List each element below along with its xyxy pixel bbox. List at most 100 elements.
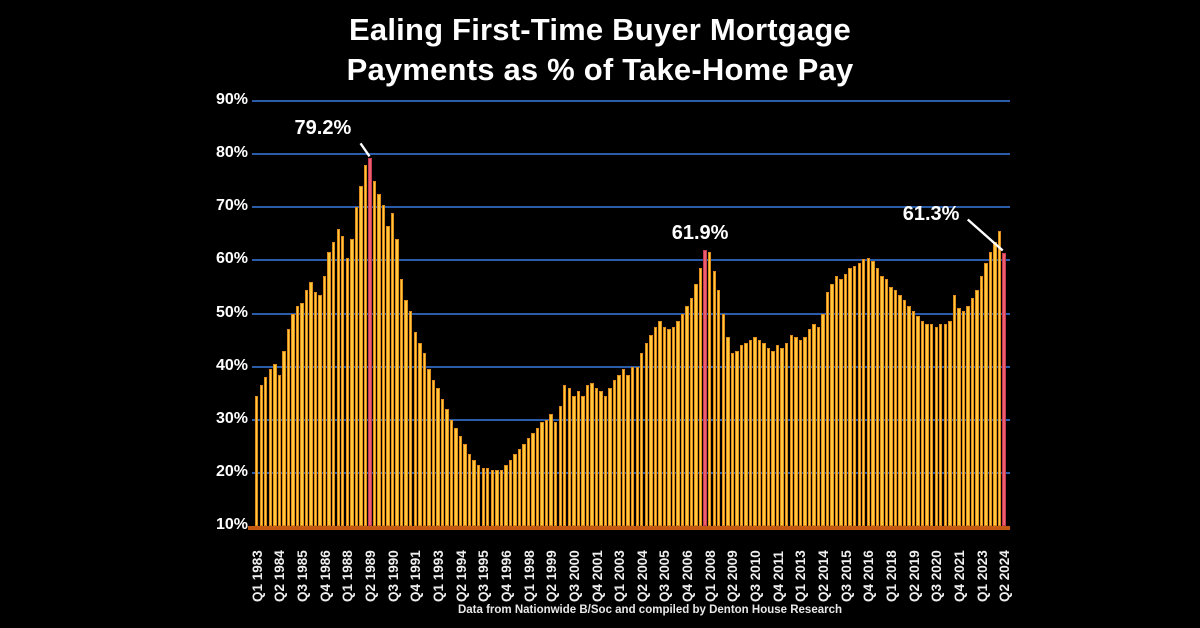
bar — [911, 310, 916, 526]
bar — [843, 273, 848, 526]
bar — [345, 257, 350, 526]
bar — [848, 268, 852, 526]
bar — [852, 265, 857, 526]
x-tick-label: Q2 2004 — [634, 550, 650, 602]
bar — [431, 379, 436, 526]
bar — [526, 438, 531, 526]
gridline-50 — [252, 312, 1010, 315]
x-tick-label: Q1 2003 — [612, 550, 628, 602]
bar — [798, 340, 803, 526]
bar — [717, 289, 721, 526]
bar — [676, 321, 680, 526]
bar — [993, 241, 997, 526]
x-tick-label: Q1 2018 — [883, 550, 899, 602]
bar — [273, 363, 277, 526]
bar — [766, 348, 771, 526]
bar — [626, 374, 630, 526]
x-tick-label: Q3 2005 — [657, 550, 673, 602]
bar — [934, 326, 938, 526]
bar — [988, 252, 993, 526]
bar — [644, 342, 648, 526]
bar — [572, 395, 576, 526]
x-tick-label: Q3 2020 — [929, 550, 945, 602]
bar — [929, 324, 934, 526]
bar — [590, 382, 594, 526]
bar — [839, 278, 843, 526]
bar — [866, 258, 870, 526]
bar — [884, 278, 889, 526]
bar — [449, 419, 454, 526]
bar — [318, 294, 322, 526]
bar — [621, 369, 626, 526]
bar — [970, 297, 975, 526]
x-tick-label: Q4 2001 — [589, 550, 605, 602]
bar — [880, 276, 884, 526]
bar — [350, 239, 354, 526]
y-tick-label-40: 40% — [215, 356, 248, 374]
bar — [282, 350, 286, 526]
bar — [359, 186, 363, 526]
bar — [753, 337, 757, 526]
bar — [295, 305, 300, 526]
chart-title-line1: Ealing First-Time Buyer Mortgage — [349, 12, 851, 47]
chart-footer: Data from Nationwide B/Soc and compiled … — [457, 604, 843, 616]
bar — [821, 313, 825, 526]
bar — [499, 470, 504, 526]
bar — [757, 340, 762, 526]
bar — [540, 422, 544, 526]
bar — [304, 289, 309, 526]
bar — [454, 427, 458, 526]
bar — [264, 377, 268, 526]
bar — [581, 395, 585, 526]
bar — [291, 313, 295, 526]
bar — [563, 385, 567, 526]
bar — [481, 467, 485, 526]
bar — [467, 454, 472, 526]
bar — [277, 374, 282, 526]
bar — [671, 326, 676, 526]
bar — [984, 263, 988, 526]
bar — [612, 379, 617, 526]
bar — [495, 470, 499, 526]
bar — [871, 261, 875, 526]
bar — [902, 300, 907, 526]
bar — [685, 305, 689, 526]
x-tick-label: Q1 2023 — [974, 550, 990, 602]
bar — [336, 228, 340, 526]
x-tick-label: Q2 1984 — [272, 550, 288, 602]
bar — [576, 390, 581, 526]
bar — [617, 374, 621, 526]
bar — [680, 313, 685, 526]
x-tick-label: Q1 2008 — [702, 550, 718, 602]
bar — [363, 164, 368, 526]
highlighted-bar — [703, 250, 707, 526]
y-tick-label-50: 50% — [215, 303, 248, 321]
bar — [585, 385, 590, 526]
x-tick-label: Q4 2021 — [951, 550, 967, 602]
gridline-60 — [252, 259, 1010, 262]
bar — [662, 326, 667, 526]
bar — [268, 369, 272, 526]
bar — [259, 385, 263, 526]
bar — [748, 340, 753, 526]
bar — [816, 326, 821, 526]
bar — [771, 350, 775, 526]
y-tick-label-30: 30% — [215, 409, 248, 427]
bar — [925, 324, 929, 526]
bar — [472, 459, 476, 526]
highlighted-bar — [1002, 253, 1006, 526]
bar — [445, 409, 449, 526]
bar — [549, 414, 553, 526]
bar — [553, 422, 558, 526]
bar — [667, 329, 671, 526]
bar — [916, 316, 920, 526]
x-tick-label: Q1 1998 — [521, 550, 537, 602]
bar — [413, 332, 417, 526]
x-tick-label: Q4 2006 — [680, 550, 696, 602]
bar — [875, 268, 880, 526]
bar — [544, 419, 549, 526]
bar — [775, 345, 780, 526]
x-tick-label: Q4 1996 — [498, 550, 514, 602]
x-tick-label: Q1 1988 — [340, 550, 356, 602]
chart-title: Ealing First-Time Buyer Mortgage Payment… — [0, 10, 1200, 90]
